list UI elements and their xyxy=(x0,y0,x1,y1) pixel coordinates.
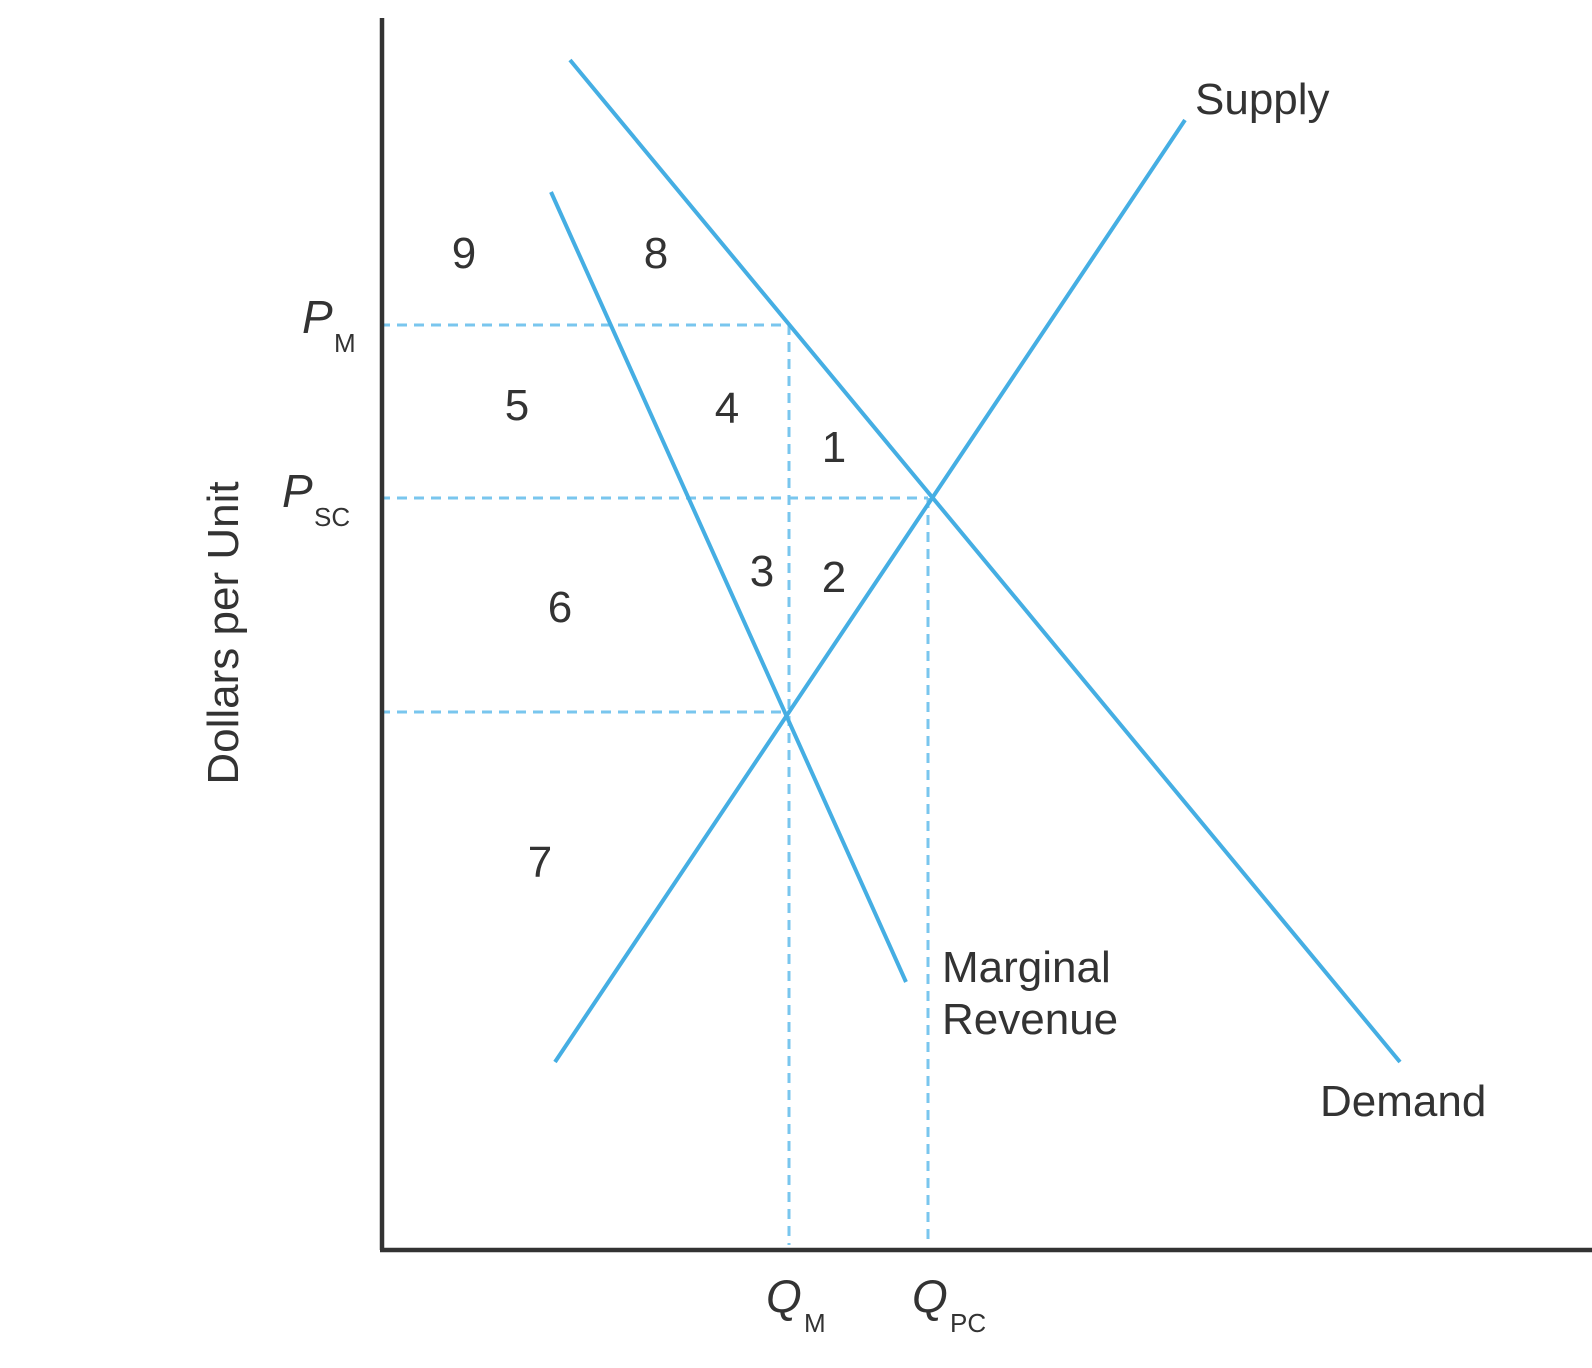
y-axis-label: Dollars per Unit xyxy=(199,481,248,784)
demand-label: Demand xyxy=(1320,1077,1486,1126)
psc-label-symbol: P xyxy=(282,465,313,517)
marginal-revenue-curve xyxy=(549,191,908,983)
area-label-3: 3 xyxy=(750,547,774,596)
supply-label: Supply xyxy=(1195,75,1330,124)
area-label-4: 4 xyxy=(715,384,739,433)
area-label-1: 1 xyxy=(822,423,846,472)
demand-curve xyxy=(568,58,1402,1064)
qm-label-symbol: Q xyxy=(766,1270,802,1322)
qpc-label-symbol: Q xyxy=(912,1270,948,1322)
qpc-label-subscript: PC xyxy=(950,1308,986,1338)
area-label-6: 6 xyxy=(548,583,572,632)
pm-label-subscript: M xyxy=(334,328,356,358)
area-label-8: 8 xyxy=(644,229,668,278)
area-label-2: 2 xyxy=(822,553,846,602)
area-label-9: 9 xyxy=(452,229,476,278)
qm-label-subscript: M xyxy=(804,1308,826,1338)
area-label-7: 7 xyxy=(528,838,552,887)
marginal-revenue-label-line1: Marginal xyxy=(942,943,1111,992)
supply-curve xyxy=(553,118,1187,1064)
marginal-revenue-label-line2: Revenue xyxy=(942,995,1118,1044)
psc-label-subscript: SC xyxy=(314,502,350,532)
area-label-5: 5 xyxy=(505,381,529,430)
pm-label-symbol: P xyxy=(302,291,333,343)
